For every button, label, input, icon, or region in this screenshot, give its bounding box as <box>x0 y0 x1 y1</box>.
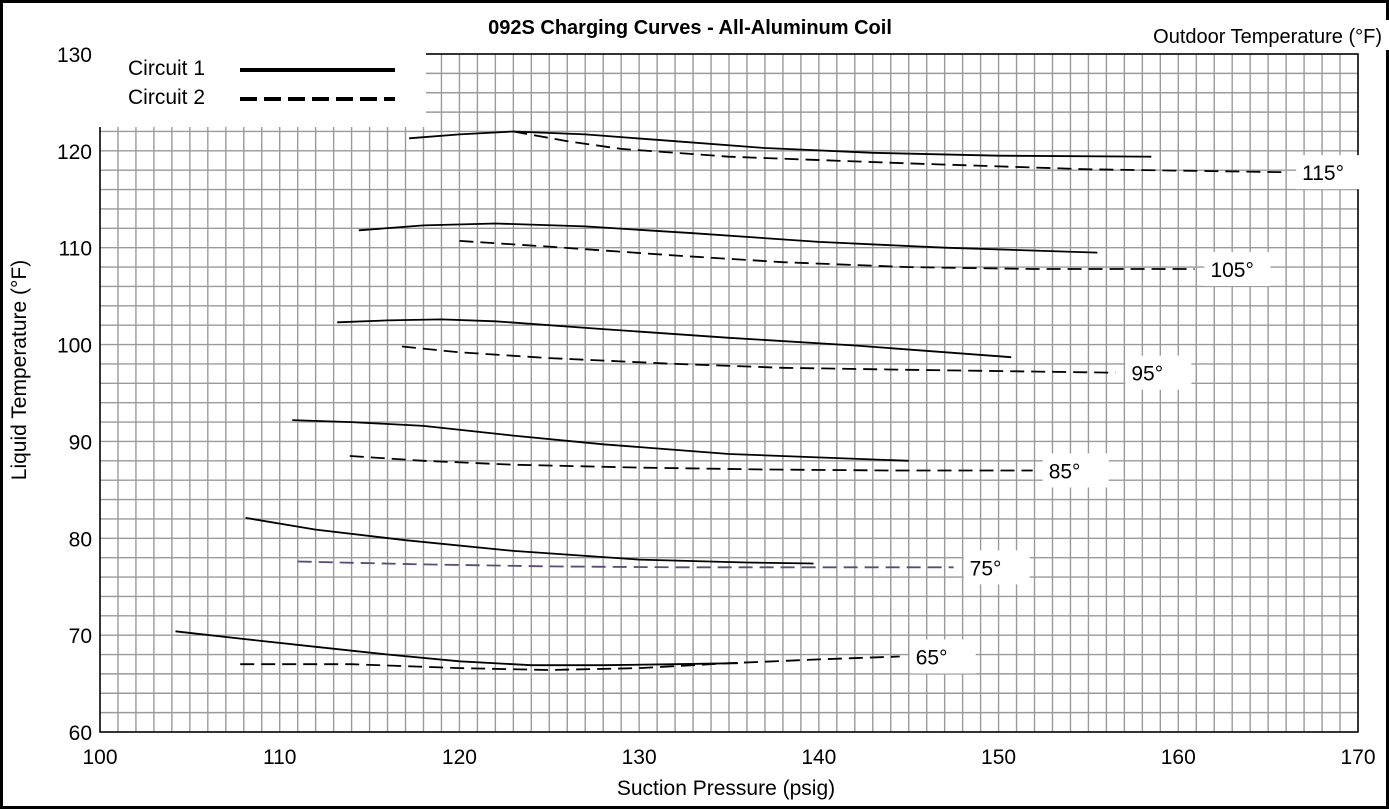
legend-box: Circuit 1 Circuit 2 <box>96 45 426 127</box>
outdoor-temp-label: 75° <box>970 557 1002 580</box>
x-axis-label: Suction Pressure (psig) <box>617 777 835 800</box>
temp-label-bg <box>909 639 976 674</box>
x-tick-label: 170 <box>1340 746 1375 769</box>
x-tick-label: 150 <box>981 746 1016 769</box>
outdoor-temp-label: 105° <box>1210 259 1253 282</box>
y-tick-label: 70 <box>69 625 92 648</box>
circuit2-curve <box>240 655 900 671</box>
x-tick-label: 100 <box>82 746 117 769</box>
chart-title: 092S Charging Curves - All-Aluminum Coil <box>488 17 892 39</box>
y-tick-label: 110 <box>59 238 92 261</box>
circuit1-curve <box>337 318 1012 359</box>
y-tick-label: 60 <box>69 722 92 745</box>
y-tick-label: 100 <box>57 335 92 358</box>
xlabel-bg <box>588 772 826 804</box>
plot-border <box>99 53 1359 733</box>
legend-circuit1-label: Circuit 1 <box>128 57 205 80</box>
outdoor-temp-label: 95° <box>1131 363 1163 386</box>
legend-title-bg <box>1057 20 1389 50</box>
circuit2-curve <box>513 130 1287 174</box>
y-tick-label: 80 <box>69 528 92 551</box>
x-tick-label: 110 <box>263 746 296 769</box>
circuit2-curve <box>459 240 1195 270</box>
temp-label-bg <box>1042 453 1109 488</box>
temp-label-bg <box>963 550 1030 585</box>
outdoor-temp-title: Outdoor Temperature (°F) <box>1153 26 1382 48</box>
circuit2-curve <box>401 345 1116 374</box>
outdoor-temp-label: 115° <box>1302 162 1344 185</box>
curves <box>175 130 1287 671</box>
y-tick-label: 90 <box>69 431 92 454</box>
legend-circuit2-label: Circuit 2 <box>128 86 205 109</box>
temp-label-bg <box>1296 155 1363 190</box>
circuit1-curve <box>409 130 1152 158</box>
title-bg <box>413 12 973 42</box>
tick-labels: 100 110 120 130 140 150 160 170 60 70 80 90 100 110 12… <box>57 44 1376 769</box>
y-tick-label: 130 <box>57 44 92 67</box>
circuit1-curve <box>358 222 1098 254</box>
x-tick-label: 130 <box>622 746 657 769</box>
y-axis-label: Liquid Temperature (°F) <box>8 260 31 480</box>
circuit2-curve <box>349 455 1033 472</box>
x-tick-label: 120 <box>442 746 477 769</box>
y-tick-label: 120 <box>57 141 92 164</box>
circuit1-curve <box>245 517 814 565</box>
circuit1-curve <box>175 630 739 667</box>
outdoor-temp-label: 65° <box>916 646 948 669</box>
outdoor-temp-labels: 115° 105° 95° 85° 75° 65° <box>909 155 1363 674</box>
circuit1-curve <box>292 419 909 462</box>
temp-label-bg <box>1204 252 1271 287</box>
x-tick-label: 140 <box>801 746 836 769</box>
outdoor-temp-label: 85° <box>1049 460 1081 483</box>
temp-label-bg <box>1125 355 1192 390</box>
x-tick-label: 160 <box>1161 746 1196 769</box>
